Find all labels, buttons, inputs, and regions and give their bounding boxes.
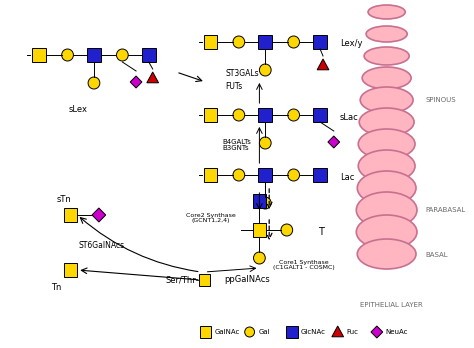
Ellipse shape bbox=[358, 129, 415, 159]
Circle shape bbox=[288, 169, 300, 181]
Ellipse shape bbox=[362, 67, 411, 89]
Bar bbox=[64, 208, 77, 222]
Text: Lex/y: Lex/y bbox=[340, 40, 362, 48]
Ellipse shape bbox=[360, 87, 413, 113]
Text: Gal: Gal bbox=[258, 329, 270, 335]
Ellipse shape bbox=[364, 47, 409, 65]
Text: ppGalNAcs: ppGalNAcs bbox=[224, 276, 270, 285]
Circle shape bbox=[259, 197, 271, 209]
Bar bbox=[253, 223, 266, 237]
Text: BASAL: BASAL bbox=[426, 252, 448, 258]
Circle shape bbox=[62, 49, 73, 61]
Bar bbox=[142, 48, 155, 62]
Circle shape bbox=[233, 109, 245, 121]
Text: ST3GALs: ST3GALs bbox=[225, 69, 259, 78]
Text: Core2 Synthase
(GCNT1,2,4): Core2 Synthase (GCNT1,2,4) bbox=[186, 213, 235, 223]
Bar bbox=[204, 35, 217, 49]
Text: GlcNAc: GlcNAc bbox=[301, 329, 326, 335]
Text: SPINOUS: SPINOUS bbox=[426, 97, 456, 103]
Circle shape bbox=[288, 109, 300, 121]
Polygon shape bbox=[332, 326, 344, 337]
Circle shape bbox=[259, 64, 271, 76]
Text: EPITHELIAL LAYER: EPITHELIAL LAYER bbox=[360, 302, 423, 308]
Text: NeuAc: NeuAc bbox=[386, 329, 408, 335]
Circle shape bbox=[288, 36, 300, 48]
Text: B4GALTs
B3GNTs: B4GALTs B3GNTs bbox=[222, 139, 251, 151]
Ellipse shape bbox=[357, 239, 416, 269]
Bar bbox=[313, 108, 327, 122]
Circle shape bbox=[259, 137, 271, 149]
Polygon shape bbox=[147, 72, 159, 83]
Bar bbox=[313, 35, 327, 49]
Bar bbox=[313, 168, 327, 182]
Bar bbox=[258, 168, 272, 182]
Text: sTn: sTn bbox=[57, 195, 72, 204]
Circle shape bbox=[254, 252, 265, 264]
Polygon shape bbox=[371, 326, 383, 338]
Bar bbox=[87, 48, 101, 62]
Bar bbox=[200, 326, 211, 338]
Circle shape bbox=[245, 327, 255, 337]
Text: T: T bbox=[318, 227, 324, 237]
Ellipse shape bbox=[356, 215, 417, 249]
Circle shape bbox=[117, 49, 128, 61]
Ellipse shape bbox=[357, 171, 416, 205]
Ellipse shape bbox=[356, 192, 417, 228]
Ellipse shape bbox=[366, 26, 407, 42]
Polygon shape bbox=[317, 59, 329, 70]
Bar bbox=[204, 108, 217, 122]
Polygon shape bbox=[130, 76, 142, 88]
Bar bbox=[258, 35, 272, 49]
Circle shape bbox=[281, 224, 292, 236]
Bar bbox=[286, 326, 298, 338]
Circle shape bbox=[233, 169, 245, 181]
Text: Core1 Synthase
(C1GALT1 - COSMC): Core1 Synthase (C1GALT1 - COSMC) bbox=[273, 260, 334, 270]
Bar bbox=[258, 108, 272, 122]
Text: Fuc: Fuc bbox=[346, 329, 358, 335]
Bar bbox=[253, 194, 266, 208]
Bar bbox=[64, 263, 77, 277]
Polygon shape bbox=[328, 136, 340, 148]
Text: PARABASAL: PARABASAL bbox=[426, 207, 466, 213]
Bar bbox=[199, 274, 210, 286]
Ellipse shape bbox=[358, 150, 415, 182]
Circle shape bbox=[233, 36, 245, 48]
Text: sLac: sLac bbox=[340, 112, 358, 121]
Text: sLex: sLex bbox=[69, 105, 88, 114]
Ellipse shape bbox=[368, 5, 405, 19]
Ellipse shape bbox=[359, 108, 414, 136]
Text: FUTs: FUTs bbox=[225, 82, 242, 91]
Bar bbox=[204, 168, 217, 182]
Text: Tn: Tn bbox=[51, 284, 61, 293]
Text: Ser/Thr–: Ser/Thr– bbox=[166, 276, 201, 285]
Text: Lac: Lac bbox=[340, 173, 354, 182]
Text: ST6GalNAcs: ST6GalNAcs bbox=[78, 240, 125, 250]
Circle shape bbox=[88, 77, 100, 89]
Bar bbox=[32, 48, 46, 62]
Text: GalNAc: GalNAc bbox=[214, 329, 240, 335]
Polygon shape bbox=[92, 208, 106, 222]
